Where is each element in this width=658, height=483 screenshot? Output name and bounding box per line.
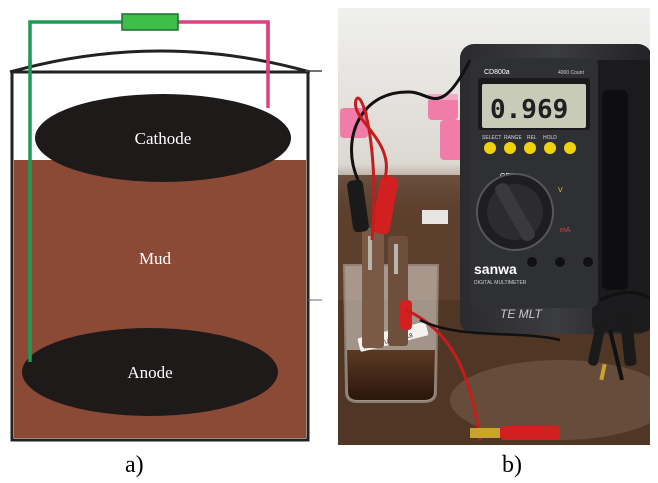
black-clip xyxy=(347,179,369,233)
handwritten-label: TE MLT xyxy=(500,307,543,321)
black-cable-4 xyxy=(419,318,561,342)
black-cable xyxy=(350,59,472,181)
meter-button-label-range: RANGE xyxy=(504,135,522,141)
table-glare xyxy=(450,360,658,440)
meter-button-1 xyxy=(484,142,496,154)
black-cable-3 xyxy=(608,329,624,381)
meter-count: 4000 Count xyxy=(558,70,584,76)
photo-top-edge xyxy=(338,0,650,8)
probe-red-2 xyxy=(619,309,637,367)
mud-label: Mud xyxy=(139,249,172,268)
resistor xyxy=(121,13,179,31)
panel-gap xyxy=(322,0,338,445)
white-sheet xyxy=(422,210,448,224)
lcd-screen xyxy=(482,84,586,128)
jack-3 xyxy=(583,257,593,267)
probe-red-tip xyxy=(470,428,500,438)
dial-pointer xyxy=(495,182,535,242)
meter-button-label-rel: REL xyxy=(527,135,537,141)
red-clip-small xyxy=(400,300,412,330)
cathode xyxy=(35,94,291,182)
experiment-photo: CD800a 4000 Count 0.969 SELECT RANGE REL… xyxy=(322,0,658,445)
electrode-left xyxy=(362,228,384,348)
probe-black xyxy=(588,320,606,366)
anode xyxy=(22,328,278,416)
meter-button-4 xyxy=(544,142,556,154)
cathode-label: Cathode xyxy=(135,129,192,148)
meter-brand: sanwa xyxy=(474,261,517,277)
electrode-strip xyxy=(368,236,372,270)
red-clip xyxy=(372,175,398,235)
meter-button-3 xyxy=(524,142,536,154)
beaker-mud xyxy=(347,350,435,400)
meter-button-2 xyxy=(504,142,516,154)
pink-container-1 xyxy=(428,98,458,120)
meter-button-label-select: SELECT xyxy=(482,135,501,141)
probe-red-handle xyxy=(500,426,560,440)
meter-model: CD800a xyxy=(484,69,510,76)
meter-button-5 xyxy=(564,142,576,154)
meter-side-slot xyxy=(602,90,628,290)
mfc-schematic: Cathode Mud Anode xyxy=(9,13,322,442)
jack-2 xyxy=(555,257,565,267)
panel-label-a: a) xyxy=(125,452,144,478)
meter-brand-sub: DIGITAL MULTIMETER xyxy=(474,280,527,286)
black-cable-2 xyxy=(599,291,653,302)
meter-button-label-hold: HOLD xyxy=(543,135,557,141)
anode-label: Anode xyxy=(127,363,172,382)
dial-marking-ma: mA xyxy=(560,227,571,234)
electrode-strip-2 xyxy=(394,244,398,274)
photo-right-edge xyxy=(650,0,658,445)
panel-label-b: b) xyxy=(502,452,522,478)
red-cable xyxy=(354,96,388,241)
jack-1 xyxy=(527,257,537,267)
lid xyxy=(9,49,311,74)
red-cable-2 xyxy=(405,308,482,441)
meter-reading: 0.969 xyxy=(490,95,568,125)
dial-marking-v: V xyxy=(558,187,563,194)
probe-black-tip xyxy=(599,363,607,381)
